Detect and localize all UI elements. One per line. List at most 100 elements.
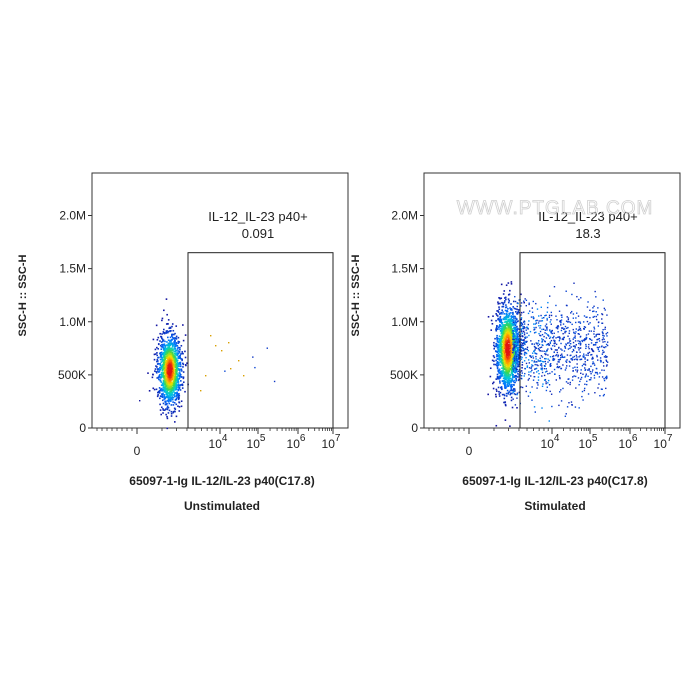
event-dot bbox=[511, 375, 514, 377]
event-dot bbox=[507, 337, 510, 340]
event-dot bbox=[582, 339, 585, 341]
event-dot bbox=[606, 364, 608, 366]
event-dot bbox=[515, 370, 518, 372]
event-dot bbox=[518, 344, 521, 347]
event-dot bbox=[559, 320, 562, 322]
event-dot bbox=[170, 355, 172, 358]
event-dot bbox=[528, 377, 530, 380]
event-dot bbox=[495, 359, 497, 362]
event-dot bbox=[545, 368, 547, 370]
event-dot bbox=[517, 346, 519, 349]
event-dot bbox=[601, 369, 603, 371]
event-dot bbox=[501, 305, 504, 308]
event-dot bbox=[178, 355, 181, 357]
event-dot bbox=[163, 332, 166, 335]
event-dot bbox=[520, 350, 522, 352]
event-dot bbox=[171, 369, 174, 372]
event-dot bbox=[532, 379, 535, 381]
event-dot bbox=[572, 376, 574, 378]
event-dot bbox=[577, 347, 580, 349]
event-dot bbox=[168, 368, 171, 371]
event-dot bbox=[594, 290, 596, 293]
event-dot bbox=[508, 318, 510, 321]
event-dot bbox=[549, 330, 551, 332]
event-dot bbox=[573, 349, 575, 352]
event-dot bbox=[512, 367, 514, 369]
event-dot bbox=[584, 367, 586, 369]
event-dot bbox=[170, 351, 172, 354]
event-dot bbox=[171, 381, 174, 384]
event-dot bbox=[182, 381, 185, 384]
event-dot bbox=[554, 342, 556, 344]
event-dot bbox=[169, 339, 172, 342]
event-dot bbox=[509, 352, 512, 355]
event-dot bbox=[561, 338, 564, 340]
event-dot bbox=[545, 337, 548, 339]
event-dot bbox=[500, 359, 503, 362]
event-dot bbox=[606, 335, 608, 337]
event-dot bbox=[525, 329, 527, 331]
event-dot bbox=[167, 360, 169, 363]
event-dot bbox=[498, 313, 501, 315]
event-dot bbox=[596, 318, 598, 321]
event-dot bbox=[562, 332, 564, 335]
event-dot bbox=[532, 317, 535, 320]
event-dot bbox=[560, 314, 563, 316]
event-dot bbox=[510, 303, 512, 305]
event-dot bbox=[502, 293, 505, 295]
event-dot bbox=[497, 346, 500, 349]
event-dot bbox=[548, 314, 551, 317]
event-dot bbox=[524, 367, 526, 370]
event-dot bbox=[182, 371, 185, 373]
event-dot bbox=[594, 371, 597, 374]
event-dot bbox=[602, 334, 604, 337]
event-dot bbox=[504, 361, 507, 363]
event-dot bbox=[180, 344, 183, 347]
event-dot bbox=[577, 340, 579, 342]
event-dot bbox=[512, 391, 514, 394]
event-dot bbox=[556, 363, 558, 365]
event-dot bbox=[525, 362, 528, 365]
y-tick-label: 1.5M bbox=[59, 262, 86, 276]
event-dot bbox=[508, 368, 511, 371]
event-dot bbox=[606, 341, 609, 343]
event-dot bbox=[538, 320, 540, 322]
event-dot bbox=[515, 357, 517, 359]
event-dot bbox=[160, 384, 163, 387]
event-dot bbox=[171, 353, 174, 355]
event-dot bbox=[496, 351, 499, 354]
event-dot bbox=[172, 354, 175, 357]
event-dot bbox=[507, 374, 510, 376]
event-dot bbox=[200, 390, 202, 392]
event-dot bbox=[502, 347, 505, 350]
event-dot bbox=[571, 359, 573, 361]
event-dot bbox=[539, 357, 541, 359]
event-dot bbox=[155, 388, 158, 391]
event-dot bbox=[500, 348, 503, 351]
event-dot bbox=[165, 330, 168, 332]
event-dot bbox=[507, 349, 510, 351]
event-dot bbox=[592, 350, 594, 352]
event-dot bbox=[504, 364, 506, 366]
event-dot bbox=[166, 344, 169, 347]
event-dot bbox=[504, 325, 507, 327]
gate-name: IL-12_IL-23 p40+ bbox=[538, 209, 637, 224]
event-dot bbox=[525, 304, 527, 307]
event-dot bbox=[560, 400, 563, 402]
event-dot bbox=[509, 343, 512, 345]
event-dot bbox=[503, 341, 506, 344]
event-dot bbox=[175, 397, 178, 399]
event-dot bbox=[178, 384, 181, 387]
event-dot bbox=[173, 369, 176, 372]
event-dot bbox=[161, 372, 164, 374]
event-dot bbox=[180, 370, 183, 372]
event-dot bbox=[581, 365, 584, 367]
event-dot bbox=[508, 332, 511, 334]
event-dot bbox=[161, 389, 163, 392]
event-dot bbox=[528, 374, 530, 376]
event-dot bbox=[505, 327, 508, 330]
event-dot bbox=[547, 343, 550, 345]
event-dot bbox=[500, 332, 503, 335]
event-dot bbox=[507, 370, 510, 373]
event-dot bbox=[516, 406, 518, 409]
